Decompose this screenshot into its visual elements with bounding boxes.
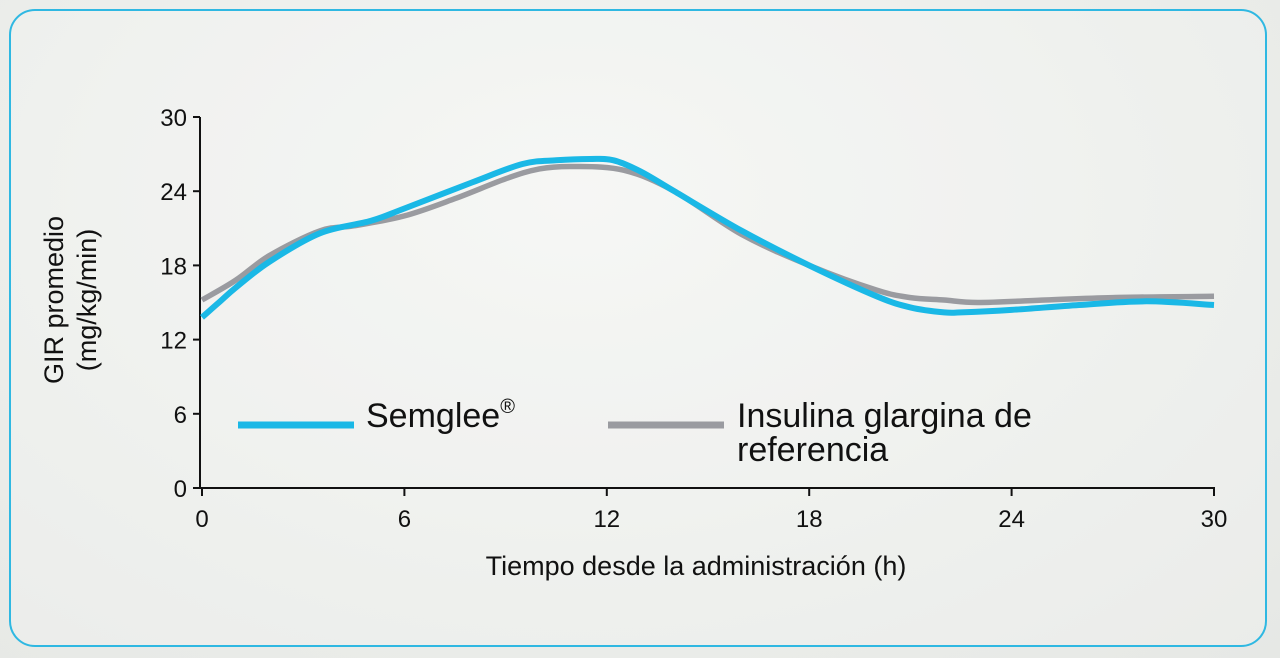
series-lines — [200, 155, 1215, 320]
legend: Semglee® Insulina glargina de referencia — [238, 396, 1032, 469]
y-tick-label-0: 0 — [174, 476, 187, 503]
legend-label-semglee-name: Semglee — [366, 397, 500, 435]
series-line-semglee — [200, 155, 1215, 320]
y-tick-label-2: 12 — [160, 328, 187, 355]
registered-mark: ® — [500, 396, 515, 418]
series-line-reference — [200, 163, 1215, 306]
x-axis-title: Tiempo desde la administración (h) — [486, 551, 907, 581]
y-axis-title-line-1: GIR promedio — [39, 216, 69, 384]
legend-label-reference-line-1: Insulina glargina de — [737, 397, 1032, 435]
x-tick-label-5: 30 — [1201, 506, 1228, 533]
x-tick-label-2: 12 — [593, 506, 620, 533]
y-tick-label-5: 30 — [160, 105, 187, 132]
legend-label-semglee: Semglee® — [366, 396, 515, 435]
legend-label-reference-line-2: referencia — [737, 431, 888, 469]
y-tick-label-4: 24 — [160, 179, 187, 206]
x-tick-label-4: 24 — [998, 506, 1025, 533]
tick-group: 0 6 12 18 24 30 0 6 12 18 24 30 — [160, 105, 1227, 533]
chart-card — [9, 9, 1267, 647]
x-tick-label-1: 6 — [398, 506, 411, 533]
x-tick-label-3: 18 — [796, 506, 823, 533]
y-axis-title-line-2: (mg/kg/min) — [72, 229, 102, 372]
y-tick-label-3: 18 — [160, 253, 187, 280]
y-tick-label-1: 6 — [174, 402, 187, 429]
x-tick-label-0: 0 — [195, 506, 208, 533]
axes — [199, 117, 1215, 489]
